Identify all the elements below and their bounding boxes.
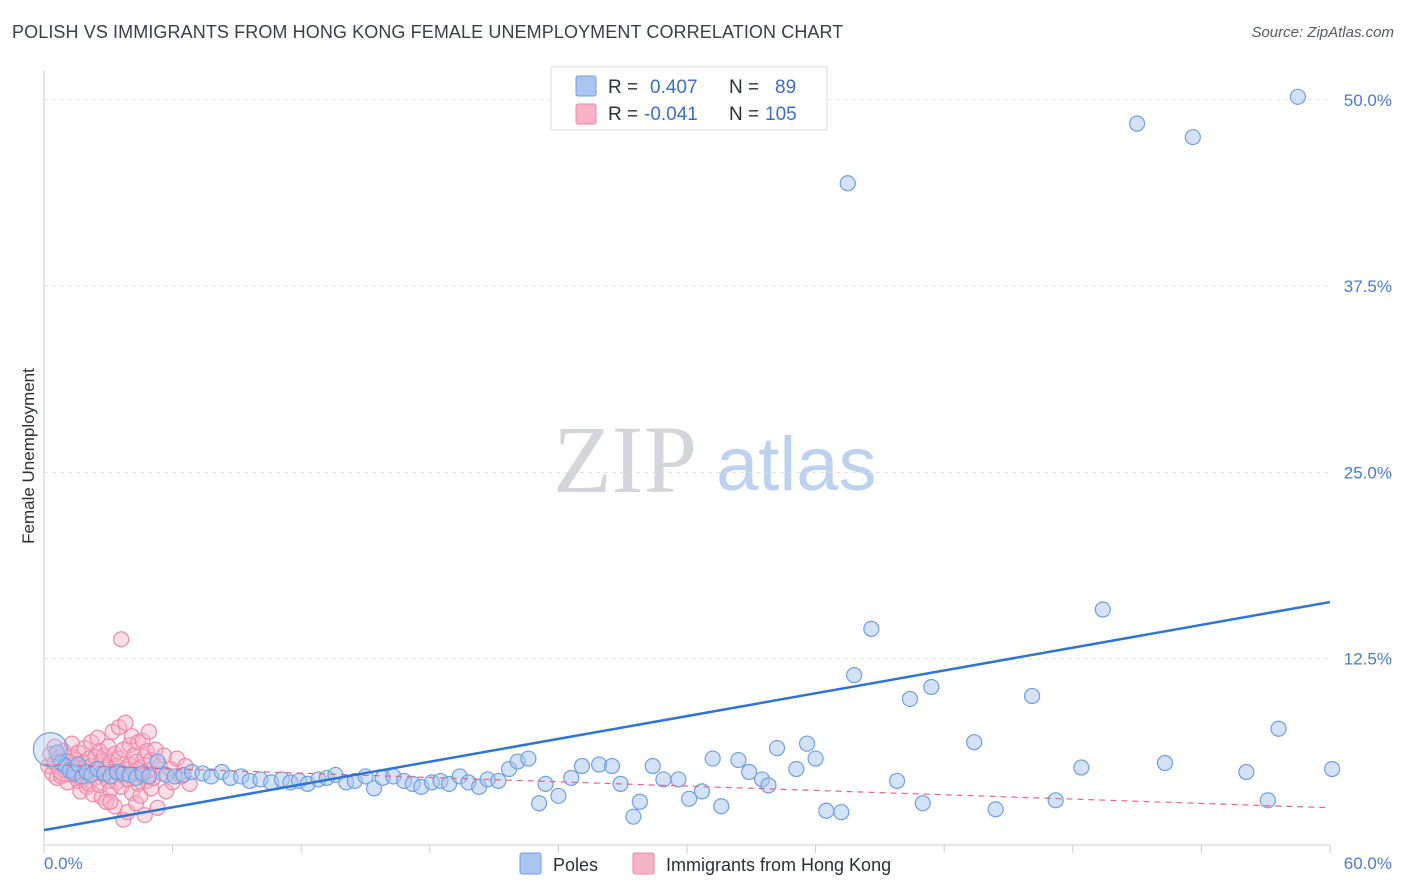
hk-point [134, 732, 151, 749]
poles-point [730, 751, 747, 769]
poles-point [818, 802, 835, 819]
poles-point [1023, 687, 1041, 705]
poles-point [520, 750, 537, 767]
poles-point [140, 768, 158, 785]
watermark-zip: ZIP [553, 406, 697, 513]
poles-point [1238, 763, 1255, 781]
poles-point [1289, 88, 1306, 105]
poles-point [1047, 792, 1064, 809]
poles-point [768, 740, 786, 757]
x-tick-label-max: 60.0% [1344, 854, 1392, 873]
poles-point [563, 769, 580, 787]
hk-point [89, 729, 106, 746]
poles-point [365, 780, 383, 797]
poles-point [863, 620, 880, 637]
poles-point [1259, 792, 1276, 809]
hk-point [85, 786, 102, 803]
legend-n-value-hk: 105 [765, 104, 797, 125]
poles-point [1184, 128, 1201, 146]
poles-point [1324, 760, 1341, 778]
poles-point [1270, 720, 1287, 737]
hk-point [113, 631, 130, 648]
poles-point [923, 678, 940, 696]
poles-point [603, 757, 621, 775]
y-tick-label: 37.5% [1344, 277, 1392, 296]
poles-point [681, 790, 698, 807]
poles-point [490, 772, 507, 790]
bottom-legend-label-poles: Poles [553, 855, 598, 875]
chart-source: Source: ZipAtlas.com [1251, 24, 1394, 41]
poles-point [1094, 601, 1111, 618]
legend-r-label-hk: R = [608, 104, 638, 125]
bottom-legend: Poles Immigrants from Hong Kong [519, 852, 891, 875]
poles-point [901, 690, 919, 708]
poles-point [149, 753, 166, 770]
poles-point [1073, 759, 1090, 776]
top-legend: R = 0.407 N = 89 R = -0.041 N = 105 [550, 66, 828, 131]
poles-point [833, 804, 850, 821]
y-tick-label: 25.0% [1344, 463, 1392, 482]
legend-n-label-poles: N = [729, 77, 759, 98]
poles-point [531, 795, 548, 812]
poles-point [807, 750, 824, 767]
poles-point [839, 175, 856, 192]
bottom-legend-swatch-poles [519, 852, 542, 875]
poles-point [846, 666, 863, 684]
y-axis-label: Female Unemployment [19, 368, 38, 544]
poles-point [966, 734, 983, 751]
hk-trendline [43, 763, 1331, 809]
poles-point [670, 771, 687, 788]
poles-point [625, 808, 642, 825]
bottom-legend-swatch-hk [632, 852, 655, 875]
hk-point [158, 783, 175, 800]
poles-point [760, 777, 777, 794]
hk-points [40, 631, 198, 828]
poles-trendline [43, 600, 1331, 832]
poles-point-cluster [32, 732, 69, 768]
poles-point [798, 735, 816, 752]
hk-point [128, 795, 145, 812]
poles-point [573, 757, 591, 775]
poles-point [788, 760, 805, 778]
gridlines: 12.5% 25.0% 37.5% 50.0% [44, 91, 1392, 669]
poles-point [644, 757, 661, 775]
poles-point [704, 750, 721, 767]
legend-r-value-poles: 0.407 [650, 77, 698, 98]
hk-point [149, 799, 166, 816]
legend-n-value-poles: 89 [775, 77, 796, 98]
axes: 0.0% 60.0% [43, 70, 1392, 873]
y-tick-label: 50.0% [1344, 91, 1392, 110]
poles-point [631, 793, 648, 810]
x-tick-label-min: 0.0% [44, 854, 83, 873]
chart-title: POLISH VS IMMIGRANTS FROM HONG KONG FEMA… [12, 22, 844, 42]
poles-point [1128, 115, 1146, 132]
poles-point [693, 783, 711, 800]
poles-point [713, 798, 730, 815]
legend-box [550, 66, 828, 131]
poles-point [987, 801, 1004, 818]
poles-point [537, 775, 554, 792]
poles-point [550, 787, 567, 804]
y-tick-label: 12.5% [1344, 650, 1392, 669]
legend-swatch-poles [575, 75, 597, 97]
trendlines [43, 600, 1331, 832]
zipatlas-watermark: ZIP atlas [553, 406, 877, 513]
legend-swatch-hk [575, 103, 597, 125]
poles-point [888, 772, 906, 790]
hk-point [102, 793, 119, 810]
legend-r-label-poles: R = [608, 77, 638, 98]
bottom-legend-label-hk: Immigrants from Hong Kong [666, 855, 891, 875]
hk-point [117, 714, 134, 731]
hk-point [140, 723, 158, 740]
legend-n-label-hk: N = [729, 104, 759, 125]
watermark-atlas: atlas [716, 422, 877, 507]
poles-point [914, 795, 931, 812]
poles-point [655, 771, 672, 788]
poles-point [741, 763, 758, 781]
hk-point [123, 784, 140, 801]
poles-point [1156, 754, 1174, 772]
hk-point [98, 793, 115, 810]
legend-r-value-hk: -0.041 [644, 104, 698, 125]
